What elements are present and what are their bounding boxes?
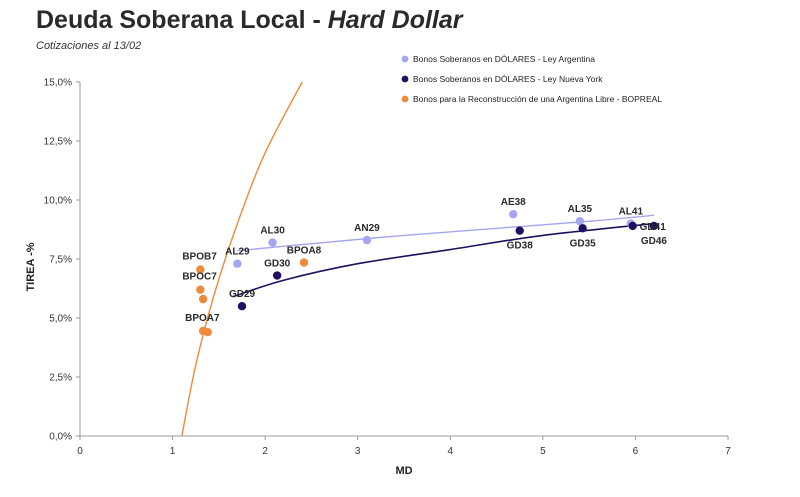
x-tick-label: 4 [448,446,454,457]
point-label-gd35: GD35 [570,238,597,249]
point-label-an29: AN29 [354,223,380,234]
point-label-gd29: GD29 [229,289,256,300]
title-italic: Hard Dollar [327,6,463,34]
point-label-al41: AL41 [619,207,644,218]
title-main: Deuda Soberana Local - [36,6,328,34]
x-tick-label: 5 [540,446,546,457]
y-tick-label: 0,0% [49,432,72,443]
data-point-bpob7 [196,265,205,274]
chart-title: Deuda Soberana Local - Hard Dollar [36,6,463,35]
point-label-gd30: GD30 [264,259,291,270]
data-point-bpoc7 [196,285,205,294]
point-label-gd38: GD38 [507,241,534,252]
trend-lines [181,81,655,437]
data-point-al30 [268,238,277,247]
point-label-bpoa7: BPOA7 [185,313,220,324]
data-point-an29 [362,235,372,245]
data-point-bpoa8 [299,258,309,267]
legend-marker-bopreal [401,95,409,103]
point-label-bpoc7: BPOC7 [182,272,217,283]
point-label-gd41: GD41 [640,222,667,233]
point-label-al35: AL35 [568,204,593,215]
point-label-al29: AL29 [225,247,250,258]
point-label-bpoa8: BPOA8 [287,246,322,257]
y-tick-label: 5,0% [49,314,72,325]
y-tick-label: 12,5% [44,137,72,148]
y-tick-label: 2,5% [49,373,72,384]
data-point [198,294,208,304]
legend-marker-ley_argentina [401,55,409,63]
trend-line-ley_argentina [237,214,655,252]
data-point-gd46 [649,221,659,231]
data-point-al29 [233,259,242,268]
y-axis-label: TIREA -% [25,242,37,291]
axes [76,81,729,440]
data-point-gd29 [237,302,247,311]
data-point-al35 [575,217,585,226]
y-tick-label: 7,5% [49,255,72,266]
x-tick-label: 2 [262,446,268,457]
point-label-al30: AL30 [260,225,285,236]
data-point-gd41 [628,221,637,231]
data-points [196,209,659,337]
x-tick-label: 3 [355,446,361,457]
point-label-gd46: GD46 [641,236,668,247]
x-tick-label: 7 [725,446,731,457]
tick-labels: 0,0% 2,5% 5,0% 7,5% 10,0% 12,5% 15,0% 0 1 2 3 4 5 6 7 [44,78,732,458]
data-point-gd30 [272,271,282,280]
data-point-gd35 [578,224,587,233]
trend-line-bopreal [181,81,303,437]
legend-entry-ley_nueva_york: Bonos Soberanos en DÓLARES - Ley Nueva Y… [413,74,603,84]
x-axis-label: MD [395,465,412,477]
legend-marker-ley_nueva_york [401,75,409,83]
point-labels: AL29 AL30 AN29 AE38 AL35 AL41 GD29 GD30 GD38 GD35… [182,197,667,324]
x-tick-label: 1 [170,446,176,457]
x-tick-label: 6 [633,446,639,457]
trend-line-ley_nueva_york [232,222,655,298]
data-point [203,327,212,337]
legend-entry-ley_argentina: Bonos Soberanos en DÓLARES - Ley Argenti… [413,54,595,64]
legend: Bonos Soberanos en DÓLARES - Ley Argenti… [401,54,662,104]
y-tick-label: 15,0% [44,78,72,89]
chart-subtitle: Cotizaciones al 13/02 [36,40,142,52]
y-tick-label: 10,0% [44,196,72,207]
legend-entry-bopreal: Bonos para la Reconstrucción de una Arge… [413,94,662,104]
point-label-ae38: AE38 [501,197,526,208]
x-tick-label: 0 [77,446,83,457]
point-label-bpob7: BPOB7 [182,252,217,263]
data-point-gd38 [515,226,524,235]
data-point-ae38 [509,209,518,219]
